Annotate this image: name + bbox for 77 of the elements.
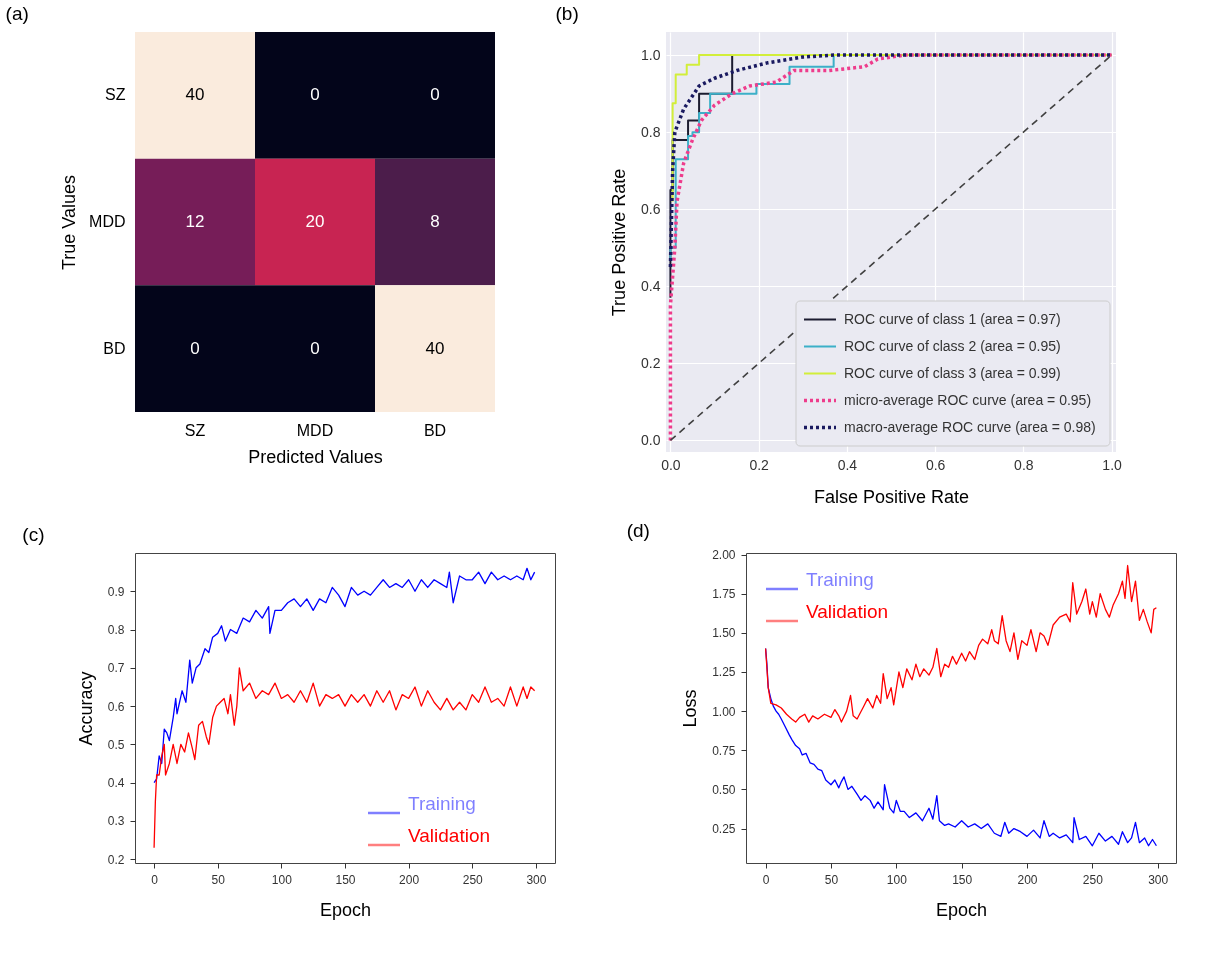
- y-axis-title: Accuracy: [75, 671, 96, 746]
- legend-label: Validation: [806, 601, 889, 622]
- y-tick-label: 0.8: [107, 623, 125, 638]
- y-tick-label: 0.2: [641, 354, 661, 371]
- x-tick-label: 250: [462, 872, 484, 887]
- data-label: 0: [430, 85, 440, 105]
- x-tick-label: 100: [271, 872, 293, 887]
- x-axis-title: Predicted Values: [248, 446, 383, 467]
- y-tick-label: 0.9: [107, 584, 125, 599]
- data-label: 0: [310, 85, 320, 105]
- x-tick-label: 50: [211, 872, 226, 887]
- x-axis-title: Epoch: [319, 899, 372, 920]
- chart-title: (c): [22, 524, 45, 545]
- x-tick-label: 200: [399, 872, 420, 887]
- legend-label: macro-average ROC curve (area = 0.98): [844, 418, 1096, 435]
- x-tick-label: 150: [952, 872, 973, 887]
- legend-label: ROC curve of class 3 (area = 0.99): [844, 364, 1061, 381]
- y-tick-label: 0.6: [641, 200, 661, 217]
- chart-title: (a): [5, 3, 29, 24]
- legend-label: ROC curve of class 1 (area = 0.97): [844, 310, 1061, 327]
- x-tick-label: BD: [423, 421, 447, 439]
- x-tick-label: 0: [762, 872, 770, 887]
- y-axis-title: True Positive Rate: [609, 168, 630, 317]
- data-label: 40: [425, 338, 445, 358]
- x-tick-label: 0.0: [661, 456, 681, 473]
- y-tick-label: 0.50: [712, 782, 736, 797]
- y-tick-label: 1.00: [712, 704, 736, 719]
- y-tick-label: 1.50: [712, 626, 736, 641]
- legend-label: Training: [408, 793, 476, 814]
- y-tick-label: MDD: [89, 213, 126, 230]
- y-tick-label: 0.75: [712, 743, 736, 758]
- x-tick-label: 200: [1017, 872, 1038, 887]
- legend-label: Validation: [408, 825, 491, 846]
- y-tick-label: 1.75: [712, 587, 736, 602]
- chart-title: (b): [555, 3, 579, 24]
- data-label: 0: [190, 338, 200, 358]
- legend-label: ROC curve of class 2 (area = 0.95): [844, 337, 1061, 354]
- y-tick-label: 0.6: [107, 699, 125, 714]
- x-axis-title: False Positive Rate: [813, 486, 970, 507]
- x-tick-label: 50: [824, 872, 839, 887]
- y-tick-label: 0.3: [107, 814, 125, 829]
- y-tick-label: BD: [103, 339, 126, 357]
- y-tick-label: 1.25: [712, 665, 736, 680]
- chart-title: (d): [626, 519, 650, 541]
- x-axis-title: Epoch: [935, 899, 988, 920]
- x-tick-label: 0.6: [925, 456, 946, 473]
- y-tick-label: 0.7: [107, 661, 125, 676]
- y-tick-label: 0.4: [641, 277, 661, 294]
- data-label: 20: [305, 212, 325, 231]
- x-tick-label: 150: [335, 872, 356, 887]
- data-label: 0: [310, 338, 320, 358]
- x-tick-label: 300: [526, 872, 547, 887]
- y-tick-label: 0.2: [107, 852, 125, 867]
- x-tick-label: 250: [1082, 872, 1104, 887]
- x-tick-label: 0.2: [749, 456, 770, 473]
- y-tick-label: 0.4: [107, 776, 125, 791]
- x-tick-label: 1.0: [1102, 456, 1123, 473]
- x-tick-label: 0.4: [837, 456, 858, 473]
- y-axis-title: True Values: [59, 174, 80, 271]
- x-tick-label: MDD: [296, 421, 334, 439]
- x-tick-label: 0: [151, 872, 159, 887]
- y-tick-label: SZ: [105, 86, 126, 104]
- data-label: 12: [185, 212, 205, 231]
- x-tick-label: 100: [886, 872, 908, 887]
- data-label: 8: [430, 212, 440, 231]
- x-tick-label: 300: [1148, 872, 1169, 887]
- y-tick-label: 2.00: [712, 548, 736, 563]
- y-tick-label: 0.25: [712, 822, 736, 837]
- x-tick-label: SZ: [184, 421, 206, 439]
- y-axis-title: Loss: [680, 689, 701, 728]
- legend-label: Training: [806, 569, 874, 590]
- y-tick-label: 1.0: [641, 46, 661, 63]
- legend-label: micro-average ROC curve (area = 0.95): [844, 391, 1092, 408]
- x-tick-label: 0.8: [1014, 456, 1034, 473]
- y-tick-label: 0.5: [107, 737, 125, 752]
- data-label: 40: [185, 85, 205, 105]
- y-tick-label: 0.8: [641, 123, 661, 140]
